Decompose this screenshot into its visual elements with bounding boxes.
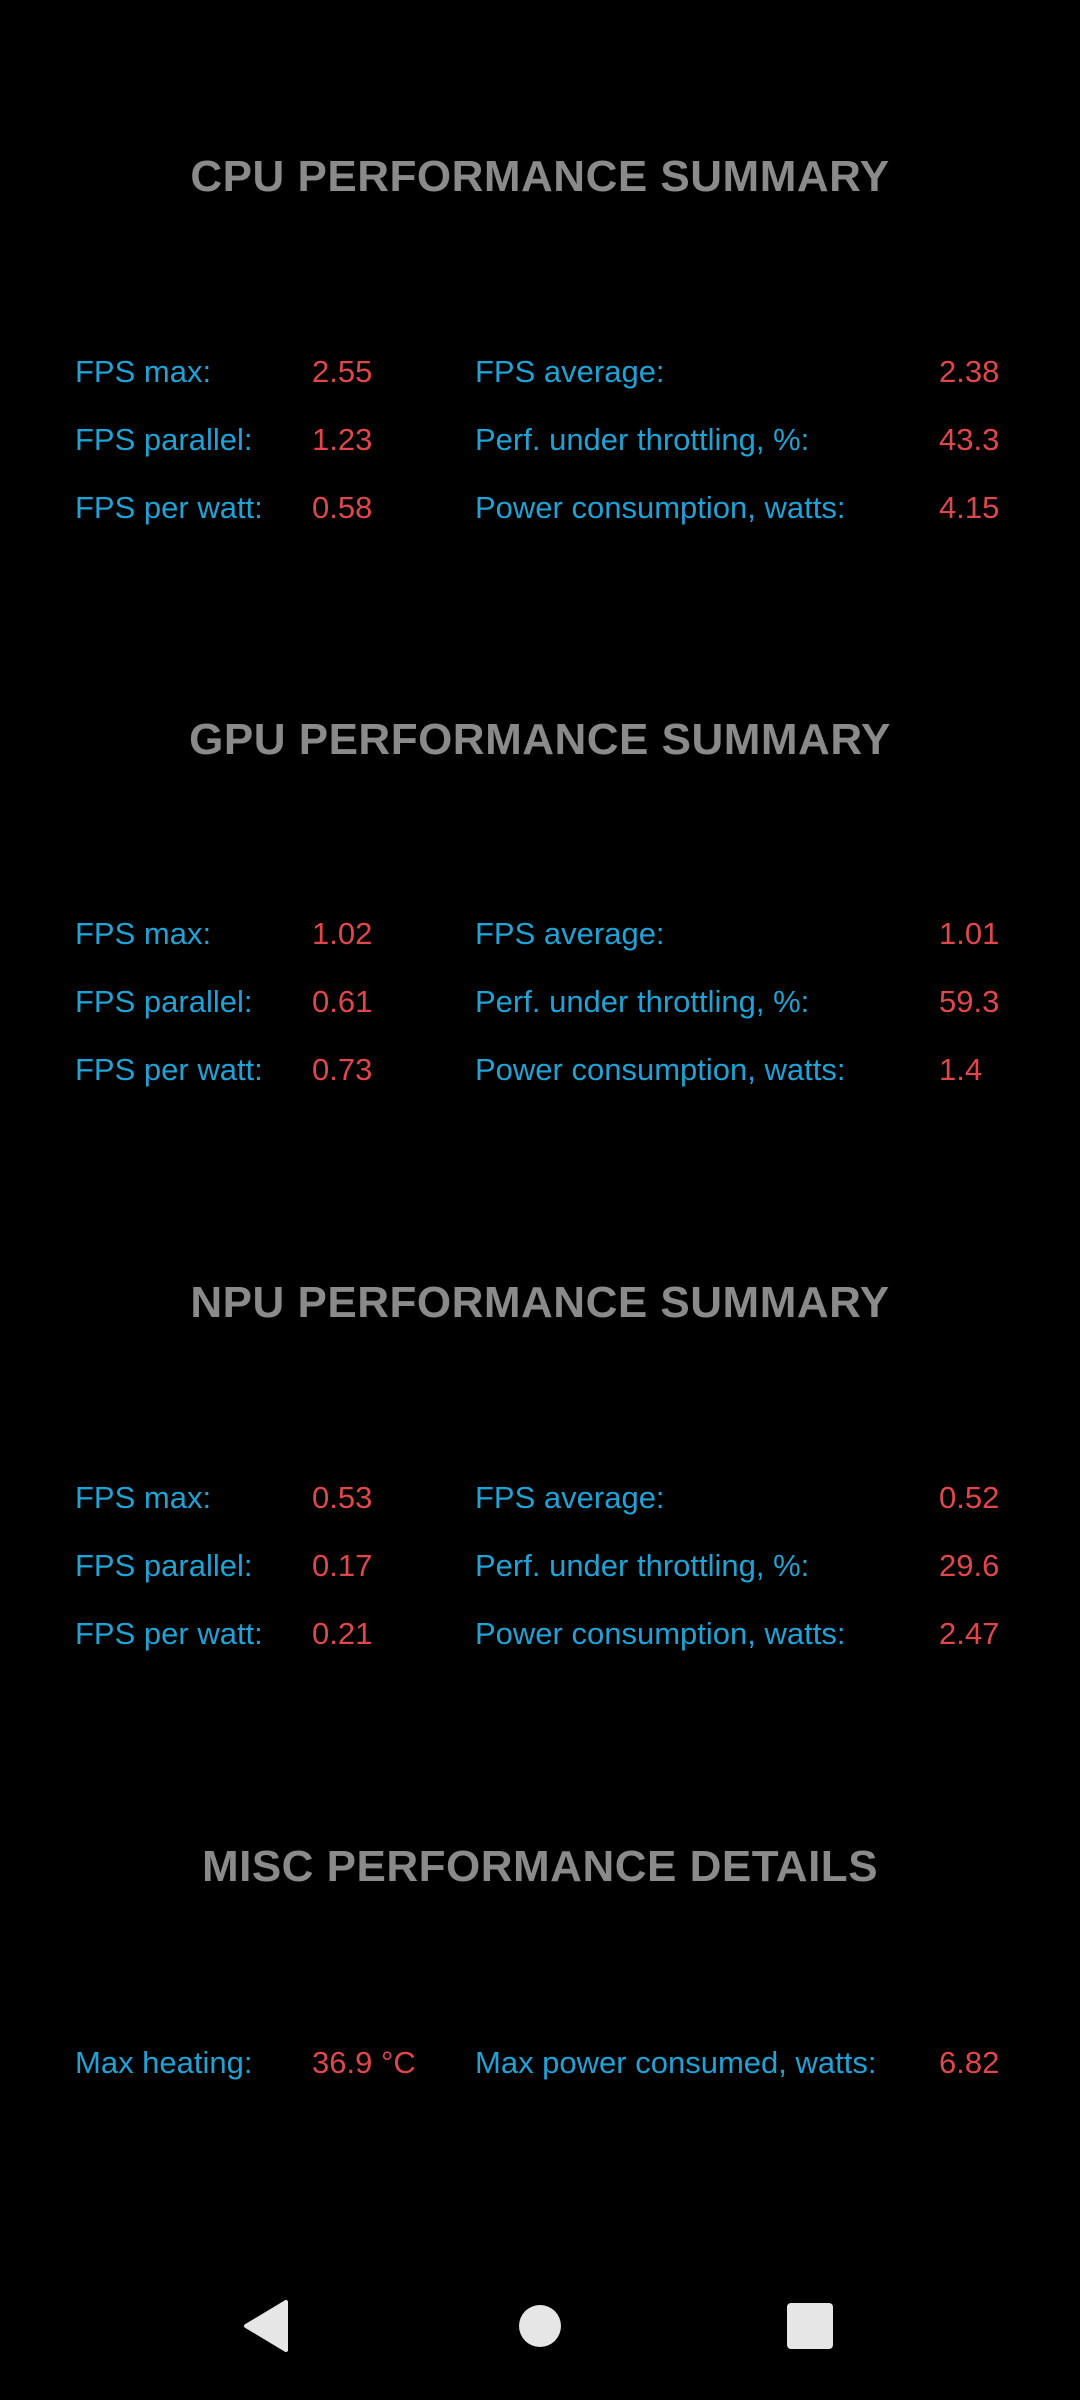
gpu-power-value: 1.4: [939, 1052, 983, 1087]
gpu-throttling-value: 59.3: [939, 984, 1000, 1019]
npu-row-1: FPS max: 0.53 FPS average: 0.52: [0, 1468, 1080, 1528]
cpu-throttling-value: 43.3: [939, 422, 1000, 457]
npu-fps-parallel-label: FPS parallel:: [75, 1548, 253, 1583]
npu-power-label: Power consumption, watts:: [475, 1616, 846, 1651]
gpu-fps-average-label: FPS average:: [475, 916, 665, 951]
navigation-bar: [0, 2276, 1080, 2376]
max-heating-label: Max heating:: [75, 2045, 253, 2080]
max-power-value: 6.82: [939, 2045, 1000, 2080]
back-triangle-icon: [244, 2300, 288, 2352]
home-button[interactable]: [490, 2276, 590, 2376]
npu-fps-average-label: FPS average:: [475, 1480, 665, 1515]
cpu-row-3: FPS per watt: 0.58 Power consumption, wa…: [0, 478, 1080, 538]
npu-fps-max-label: FPS max:: [75, 1480, 212, 1515]
npu-fps-per-watt-value: 0.21: [312, 1616, 373, 1651]
gpu-fps-per-watt-value: 0.73: [312, 1052, 373, 1087]
gpu-row-1: FPS max: 1.02 FPS average: 1.01: [0, 904, 1080, 964]
cpu-fps-average-label: FPS average:: [475, 354, 665, 389]
gpu-row-2: FPS parallel: 0.61 Perf. under throttlin…: [0, 972, 1080, 1032]
cpu-throttling-label: Perf. under throttling, %:: [475, 422, 810, 457]
max-power-label: Max power consumed, watts:: [475, 2045, 877, 2080]
cpu-power-value: 4.15: [939, 490, 1000, 525]
gpu-fps-per-watt-label: FPS per watt:: [75, 1052, 263, 1087]
cpu-fps-average-value: 2.38: [939, 354, 1000, 389]
cpu-section-title: CPU PERFORMANCE SUMMARY: [190, 152, 890, 201]
npu-throttling-label: Perf. under throttling, %:: [475, 1548, 810, 1583]
cpu-row-1: FPS max: 2.55 FPS average: 2.38: [0, 342, 1080, 402]
npu-row-3: FPS per watt: 0.21 Power consumption, wa…: [0, 1604, 1080, 1664]
gpu-throttling-label: Perf. under throttling, %:: [475, 984, 810, 1019]
npu-fps-max-value: 0.53: [312, 1480, 373, 1515]
gpu-section-title: GPU PERFORMANCE SUMMARY: [189, 715, 891, 764]
cpu-row-2: FPS parallel: 1.23 Perf. under throttlin…: [0, 410, 1080, 470]
gpu-fps-max-value: 1.02: [312, 916, 373, 951]
cpu-fps-max-value: 2.55: [312, 354, 373, 389]
cpu-fps-parallel-value: 1.23: [312, 422, 373, 457]
npu-fps-average-value: 0.52: [939, 1480, 1000, 1515]
npu-throttling-value: 29.6: [939, 1548, 1000, 1583]
npu-power-value: 2.47: [939, 1616, 1000, 1651]
gpu-fps-average-value: 1.01: [939, 916, 1000, 951]
misc-row-1: Max heating: 36.9 °C Max power consumed,…: [0, 2033, 1080, 2093]
gpu-power-label: Power consumption, watts:: [475, 1052, 846, 1087]
gpu-row-3: FPS per watt: 0.73 Power consumption, wa…: [0, 1040, 1080, 1100]
cpu-fps-parallel-label: FPS parallel:: [75, 422, 253, 457]
cpu-fps-per-watt-value: 0.58: [312, 490, 373, 525]
cpu-fps-per-watt-label: FPS per watt:: [75, 490, 263, 525]
npu-fps-parallel-value: 0.17: [312, 1548, 373, 1583]
gpu-fps-max-label: FPS max:: [75, 916, 212, 951]
gpu-fps-parallel-value: 0.61: [312, 984, 373, 1019]
gpu-fps-parallel-label: FPS parallel:: [75, 984, 253, 1019]
misc-section-title: MISC PERFORMANCE DETAILS: [201, 1842, 879, 1891]
npu-row-2: FPS parallel: 0.17 Perf. under throttlin…: [0, 1536, 1080, 1596]
home-circle-icon: [519, 2305, 561, 2347]
recents-square-icon: [787, 2303, 833, 2349]
back-button[interactable]: [218, 2276, 318, 2376]
cpu-power-label: Power consumption, watts:: [475, 490, 846, 525]
recents-button[interactable]: [760, 2276, 860, 2376]
npu-section-title: NPU PERFORMANCE SUMMARY: [190, 1278, 890, 1327]
cpu-fps-max-label: FPS max:: [75, 354, 212, 389]
max-heating-value: 36.9 °C: [312, 2045, 416, 2080]
npu-fps-per-watt-label: FPS per watt:: [75, 1616, 263, 1651]
